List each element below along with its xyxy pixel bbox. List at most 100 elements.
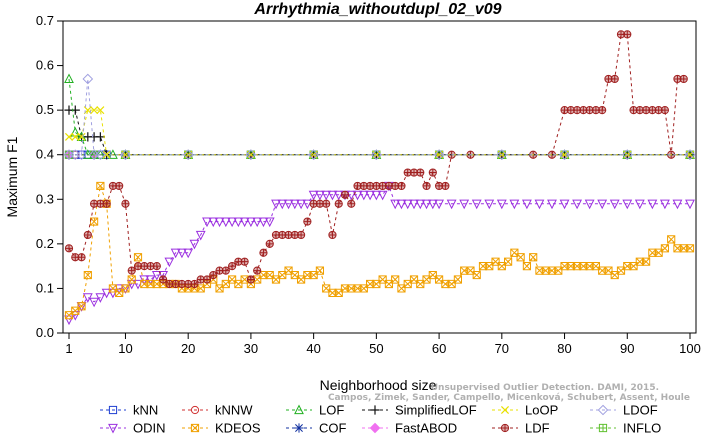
- legend-marker-ldf-cross: [501, 424, 509, 432]
- data-point-odin: [227, 217, 238, 228]
- data-point-ldof: [82, 73, 94, 85]
- legend-label-ldof: LDOF: [623, 403, 658, 418]
- data-point-odin: [258, 217, 269, 228]
- data-point-ldof: [684, 149, 696, 161]
- series-line-simplifiedlof: [69, 109, 690, 156]
- data-point-ldf-cross: [253, 267, 261, 275]
- data-point-ldf-cross: [84, 231, 92, 239]
- data-point-ldf-cross: [341, 191, 349, 199]
- data-point-ldf-cross: [322, 200, 330, 208]
- x-tick-label: 20: [181, 341, 195, 356]
- x-tick-label: 30: [244, 341, 258, 356]
- data-point-ldf-cross: [203, 275, 211, 284]
- data-point-ldf-cross: [128, 267, 136, 275]
- legend-marker-knn: [108, 405, 118, 415]
- data-point-ldof: [120, 149, 131, 161]
- series-lof: [64, 73, 695, 159]
- data-point-ldf-cross: [680, 75, 688, 83]
- data-point-odin: [434, 199, 445, 210]
- legend-marker-ldof: [597, 404, 609, 416]
- chart-title: Arrhythmia_withoutdupl_02_v09: [253, 1, 501, 18]
- legend-item-ldof: LDOF: [590, 403, 658, 418]
- legend-item-knnw: kNNW: [182, 403, 253, 418]
- data-point-odin: [672, 199, 683, 210]
- data-point-ldf-cross: [397, 182, 406, 190]
- data-point-odin: [189, 239, 200, 250]
- data-point-odin: [584, 199, 595, 210]
- data-point-odin: [89, 297, 100, 308]
- data-point-odin: [484, 199, 495, 210]
- data-point-odin: [358, 190, 369, 201]
- data-point-odin: [296, 199, 307, 210]
- data-point-odin: [308, 190, 319, 201]
- series-loop: [64, 106, 695, 159]
- data-point-odin: [283, 199, 294, 210]
- data-point-ldf-cross: [623, 30, 631, 38]
- data-point-ldf-cross: [416, 168, 424, 177]
- x-tick-label: 40: [306, 341, 320, 356]
- data-point-odin: [415, 199, 426, 210]
- data-point-loop: [64, 132, 74, 141]
- data-point-kdeos: [77, 302, 86, 311]
- x-tick-label: 100: [679, 341, 701, 356]
- data-point-odin: [239, 217, 250, 228]
- data-point-ldf-cross: [598, 106, 606, 114]
- data-point-kdeos: [472, 270, 481, 280]
- y-tick-label: 0.1: [36, 280, 54, 295]
- data-point-odin: [245, 217, 256, 228]
- data-point-odin: [427, 199, 438, 210]
- legend-label-odin: ODIN: [133, 421, 166, 434]
- data-point-odin: [659, 199, 670, 210]
- data-point-lof: [76, 131, 87, 141]
- data-point-odin: [402, 199, 413, 210]
- series-ldof: [63, 73, 696, 161]
- legend-label-simplifiedlof: SimplifiedLOF: [395, 403, 477, 418]
- data-point-ldf-cross: [228, 262, 236, 270]
- y-tick-label: 0.2: [36, 236, 54, 251]
- data-point-odin: [170, 248, 181, 259]
- data-point-kdeos: [133, 253, 143, 262]
- series-line-ldf: [68, 33, 684, 285]
- data-point-odin: [365, 190, 376, 201]
- data-point-ldof: [371, 149, 382, 161]
- legend-marker-knnw: [190, 405, 200, 415]
- data-point-odin: [252, 217, 263, 228]
- legend: kNN kNNW LOF SimplifiedLOF LoOP LDOF ODIN KDEOS…: [100, 403, 661, 434]
- data-point-odin: [609, 199, 620, 210]
- data-point-odin: [202, 217, 212, 228]
- watermark-line-authors: Campos, Zimek, Sander, Campello, Micenko…: [328, 393, 690, 403]
- data-point-ldf-cross: [209, 271, 217, 279]
- data-point-ldf-cross: [77, 253, 86, 261]
- data-point-odin: [333, 190, 344, 201]
- data-point-ldf-cross: [441, 182, 449, 190]
- data-point-loop: [71, 132, 80, 141]
- legend-item-inflo: INFLO: [590, 421, 661, 434]
- data-point-ldof: [496, 149, 508, 161]
- data-point-odin: [496, 199, 507, 210]
- legend-label-cof: COF: [319, 421, 347, 434]
- legend-label-knn: kNN: [133, 403, 158, 418]
- data-point-loop: [96, 106, 105, 115]
- data-point-ldf-cross: [259, 249, 268, 257]
- data-point-simplifiedlof: [95, 132, 105, 142]
- data-point-odin: [534, 199, 545, 210]
- data-point-kdeos: [522, 262, 532, 271]
- x-tick-label: 60: [432, 341, 446, 356]
- data-point-odin: [70, 311, 81, 321]
- data-point-kdeos: [503, 257, 513, 266]
- data-point-odin: [133, 279, 143, 290]
- data-point-ldf-cross: [422, 182, 431, 190]
- series-layer: [63, 30, 696, 326]
- y-tick-label: 0.7: [36, 13, 54, 28]
- data-point-ldf-cross: [335, 200, 343, 208]
- data-point-odin: [264, 217, 275, 228]
- data-point-odin: [346, 190, 357, 201]
- data-point-ldof: [182, 149, 194, 161]
- legend-label-inflo: INFLO: [623, 421, 661, 434]
- x-axis-label: Neighborhood size: [320, 377, 437, 393]
- data-point-kdeos: [453, 275, 463, 284]
- data-point-odin: [289, 199, 300, 210]
- x-tick-label: 10: [118, 341, 132, 356]
- y-tick-label: 0.6: [36, 58, 54, 73]
